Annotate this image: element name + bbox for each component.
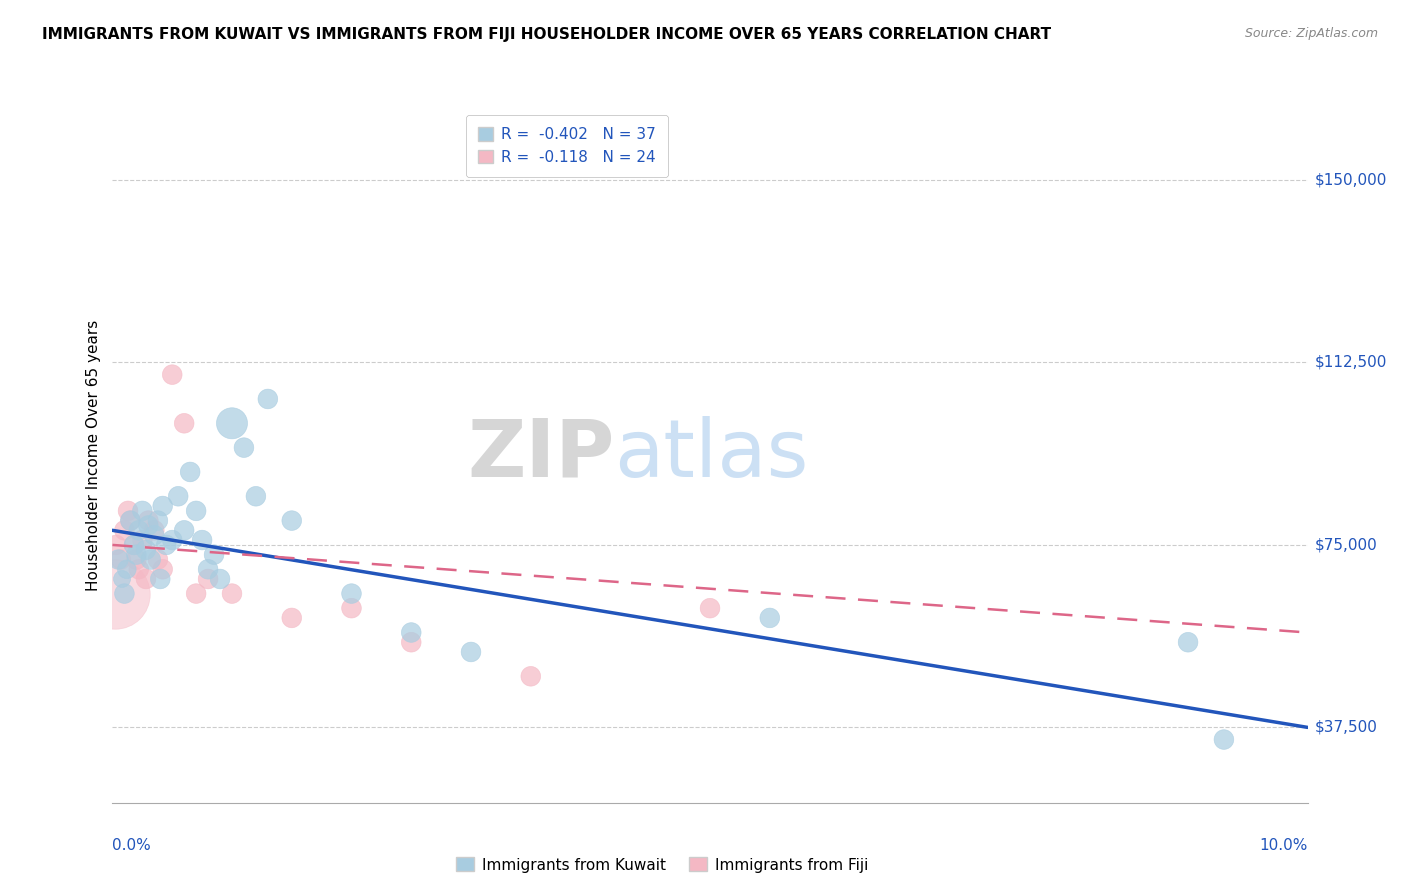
Point [167,489,190,503]
Point [104,586,127,600]
Point [340,586,363,600]
Text: 0.0%: 0.0% [112,838,152,854]
Point [173,417,195,431]
Text: IMMIGRANTS FROM KUWAIT VS IMMIGRANTS FROM FIJI HOUSEHOLDER INCOME OVER 65 YEARS : IMMIGRANTS FROM KUWAIT VS IMMIGRANTS FRO… [42,27,1052,42]
Point [143,528,166,542]
Point [128,524,150,538]
Text: Source: ZipAtlas.com: Source: ZipAtlas.com [1244,27,1378,40]
Point [114,586,135,600]
Point [202,548,225,562]
Point [191,533,214,547]
Text: ZIP: ZIP [467,416,614,494]
Point [128,562,150,576]
Point [221,417,243,431]
Point [281,611,304,625]
Point [107,552,129,566]
Point [257,392,280,406]
Point [221,586,243,600]
Text: $150,000: $150,000 [1315,172,1386,187]
Text: $37,500: $37,500 [1315,720,1378,735]
Point [117,504,139,518]
Point [699,601,721,615]
Point [146,514,169,528]
Point [460,645,482,659]
Point [152,562,174,576]
Point [162,368,183,382]
Point [135,572,157,586]
Text: $75,000: $75,000 [1315,538,1378,552]
Legend: Immigrants from Kuwait, Immigrants from Fiji: Immigrants from Kuwait, Immigrants from … [450,851,875,879]
Point [233,441,256,455]
Point [143,524,166,538]
Point [110,552,132,566]
Text: 10.0%: 10.0% [1260,838,1308,854]
Point [138,518,160,533]
Point [125,548,148,562]
Point [186,586,208,600]
Point [115,562,138,576]
Point [208,572,231,586]
Point [122,538,145,552]
Point [155,538,177,552]
Point [135,542,157,557]
Point [138,514,160,528]
Point [173,524,195,538]
Point [120,514,142,528]
Point [146,552,169,566]
Point [520,669,543,683]
Point [149,572,172,586]
Point [401,625,423,640]
Point [197,562,219,576]
Point [152,499,174,513]
Point [131,504,153,518]
Point [120,514,142,528]
Point [111,572,134,586]
Point [197,572,219,586]
Point [179,465,201,479]
Point [125,552,148,566]
Point [245,489,267,503]
Point [131,533,153,547]
Point [114,524,135,538]
Point [281,514,304,528]
Text: atlas: atlas [614,416,808,494]
Point [105,538,128,552]
Point [1212,732,1236,747]
Point [1177,635,1199,649]
Point [139,552,162,566]
Point [122,538,145,552]
Text: $112,500: $112,500 [1315,355,1386,370]
Point [401,635,423,649]
Y-axis label: Householder Income Over 65 years: Householder Income Over 65 years [86,319,101,591]
Point [186,504,208,518]
Point [759,611,782,625]
Point [162,533,183,547]
Point [340,601,363,615]
